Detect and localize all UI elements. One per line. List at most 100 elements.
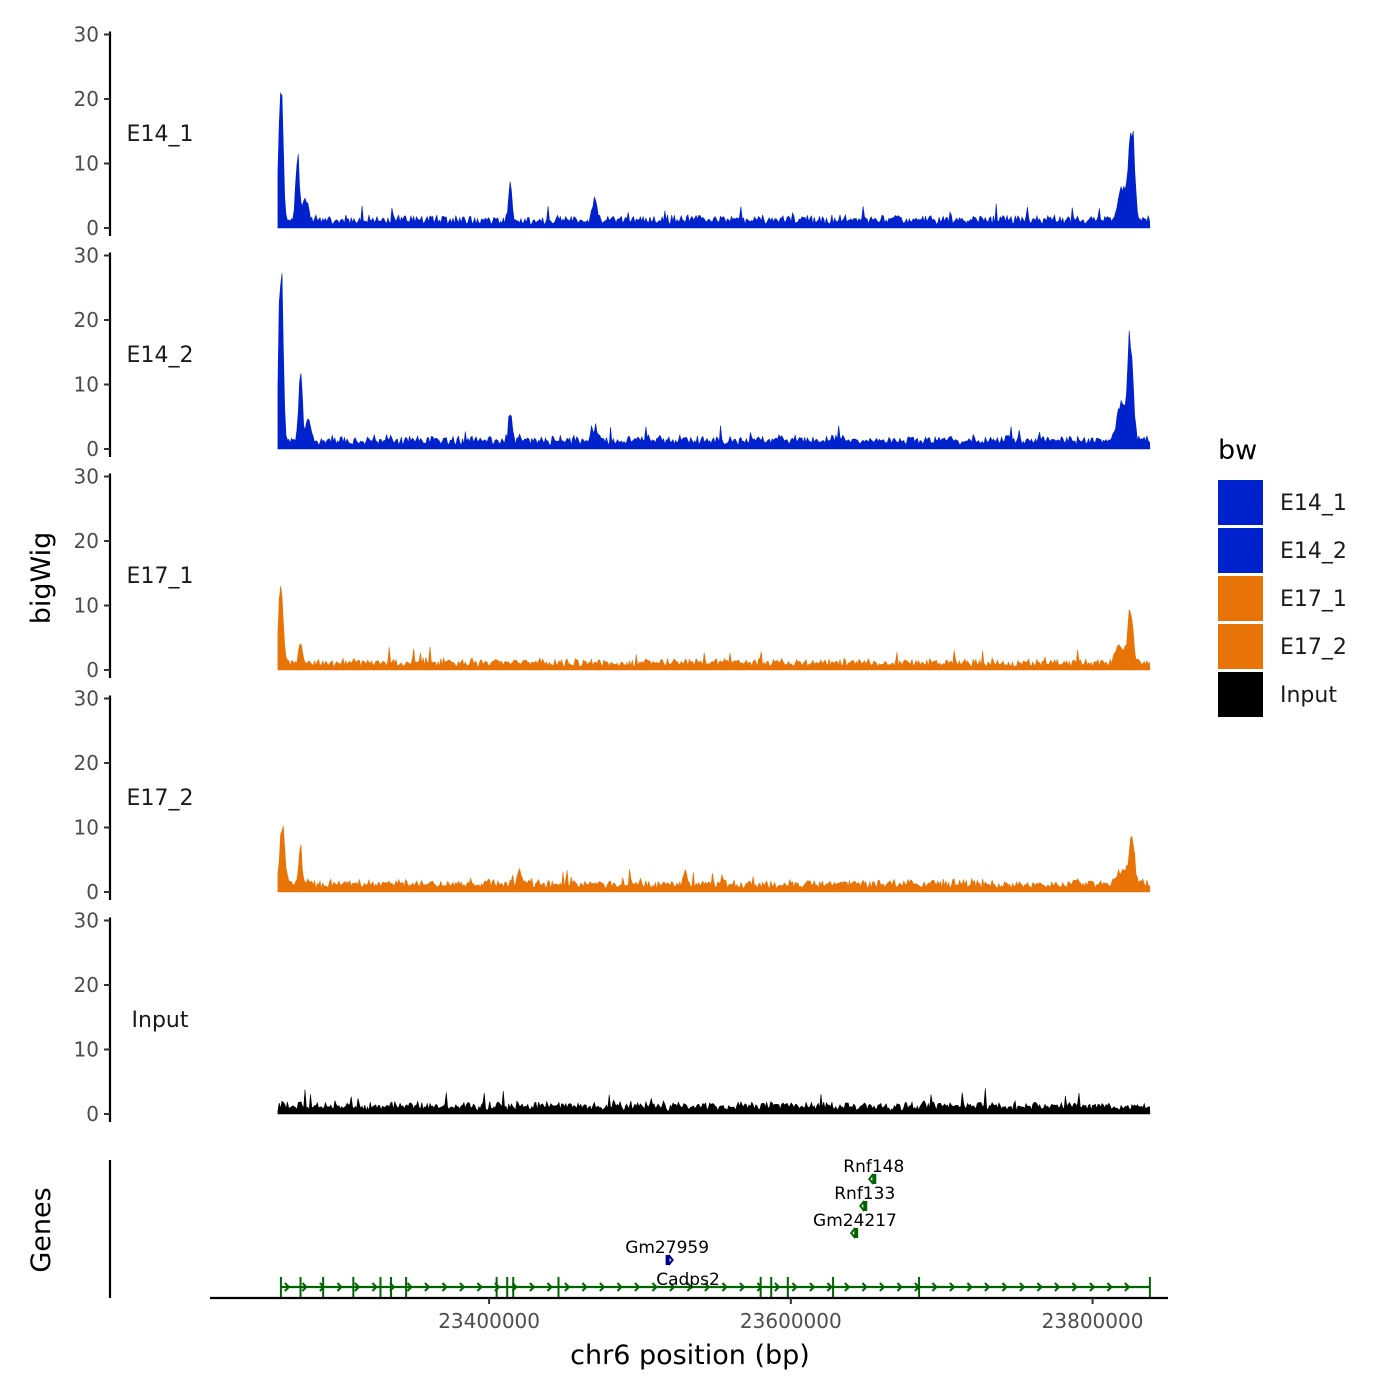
strand-arrow-Cadps2 — [599, 1282, 606, 1292]
strand-arrow-Cadps2 — [634, 1282, 641, 1292]
strand-arrow-Gm27959 — [667, 1254, 674, 1266]
track-label-Input: Input — [132, 1008, 189, 1033]
strand-arrow-Cadps2 — [511, 1282, 518, 1292]
strand-arrow-Cadps2 — [809, 1282, 816, 1292]
strand-arrow-Cadps2 — [791, 1282, 798, 1292]
strand-arrow-Cadps2 — [389, 1282, 396, 1292]
track-E17_2: 0 10 20 30 E17_2 — [74, 687, 1151, 904]
gene-label-Cadps2: Cadps2 — [656, 1270, 720, 1290]
x-tick-label-23800000: 23800000 — [1042, 1309, 1144, 1333]
signal-area-E17_2 — [277, 825, 1151, 893]
strand-arrow-Cadps2 — [476, 1282, 483, 1292]
strand-arrow-Cadps2 — [651, 1282, 658, 1292]
legend-label-Input: Input — [1280, 683, 1337, 708]
y-tick-label-E14_1-10: 10 — [74, 152, 99, 176]
strand-arrow-Cadps2 — [1124, 1282, 1131, 1292]
strand-arrow-Cadps2 — [704, 1282, 711, 1292]
y-tick-label-E17_2-10: 10 — [74, 816, 99, 840]
strand-arrow-Cadps2 — [284, 1282, 291, 1292]
strand-arrow-Cadps2 — [354, 1282, 361, 1292]
legend-label-E14_1: E14_1 — [1280, 491, 1347, 516]
signal-area-E17_1 — [277, 586, 1151, 671]
x-axis-title: chr6 position (bp) — [570, 1340, 810, 1371]
gene-label-Gm24217: Gm24217 — [813, 1211, 897, 1231]
strand-arrow-Cadps2 — [581, 1282, 588, 1292]
strand-arrow-Cadps2 — [669, 1282, 676, 1292]
strand-arrow-Cadps2 — [616, 1282, 623, 1292]
legend-swatch-E14_1 — [1218, 480, 1263, 525]
strand-arrow-Cadps2 — [546, 1282, 553, 1292]
strand-arrow-Cadps2 — [1089, 1282, 1096, 1292]
y-tick-label-E14_2-10: 10 — [74, 373, 99, 397]
gene-Rnf148: Rnf148 — [843, 1157, 904, 1185]
strand-arrow-Cadps2 — [966, 1282, 973, 1292]
signal-area-Input — [277, 1088, 1151, 1115]
y-tick-label-E14_1-20: 20 — [74, 87, 99, 111]
strand-arrow-Cadps2 — [1001, 1282, 1008, 1292]
y-tick-label-E17_2-30: 30 — [74, 687, 99, 711]
track-label-E14_2: E14_2 — [127, 343, 194, 368]
strand-arrow-Cadps2 — [721, 1282, 728, 1292]
legend-swatch-E17_2 — [1218, 624, 1263, 669]
strand-arrow-Cadps2 — [949, 1282, 956, 1292]
legend-title: bw — [1218, 435, 1257, 466]
track-E14_2: 0 10 20 30 E14_2 — [74, 244, 1151, 461]
strand-arrow-Cadps2 — [1019, 1282, 1026, 1292]
signal-area-E14_2 — [277, 273, 1151, 450]
y-tick-label-E17_2-20: 20 — [74, 751, 99, 775]
gene-Gm24217: Gm24217 — [813, 1211, 897, 1239]
strand-arrow-Rnf133 — [858, 1200, 866, 1212]
x-tick-label-23400000: 23400000 — [438, 1309, 540, 1333]
gene-Rnf133: Rnf133 — [834, 1184, 895, 1212]
strand-arrow-Cadps2 — [879, 1282, 886, 1292]
strand-arrow-Cadps2 — [896, 1282, 903, 1292]
strand-arrow-Cadps2 — [406, 1282, 413, 1292]
track-Input: 0 10 20 30 Input — [74, 909, 1151, 1126]
y-tick-label-E14_1-0: 0 — [86, 216, 99, 240]
y-tick-label-Input-0: 0 — [86, 1102, 99, 1126]
signal-tracks: 0 10 20 30 E14_1 0 10 20 30 E14_2 0 10 20 30 E17_1 0 10 2… — [74, 23, 1151, 1126]
track-label-E14_1: E14_1 — [127, 122, 194, 147]
y-tick-label-E14_2-30: 30 — [74, 244, 99, 268]
strand-arrow-Cadps2 — [826, 1282, 833, 1292]
legend: bw E14_1 E14_2 E17_1 E17_2 Input — [1218, 435, 1347, 717]
genes-track: Rnf148 Rnf133 Gm24217 Gm27959 Cadps2 — [108, 1157, 1151, 1298]
legend-swatch-E17_1 — [1218, 576, 1263, 621]
strand-arrow-Cadps2 — [984, 1282, 991, 1292]
strand-arrow-Cadps2 — [861, 1282, 868, 1292]
strand-arrow-Cadps2 — [774, 1282, 781, 1292]
y-tick-label-Input-10: 10 — [74, 1038, 99, 1062]
legend-label-E14_2: E14_2 — [1280, 539, 1347, 564]
strand-arrow-Cadps2 — [494, 1282, 501, 1292]
gene-label-Gm27959: Gm27959 — [625, 1238, 709, 1258]
strand-arrow-Cadps2 — [1054, 1282, 1061, 1292]
y-tick-label-E17_1-0: 0 — [86, 658, 99, 682]
gene-label-Rnf133: Rnf133 — [834, 1184, 895, 1204]
strand-arrow-Cadps2 — [1106, 1282, 1113, 1292]
gene-body-Rnf148 — [872, 1174, 877, 1184]
y-tick-label-Input-20: 20 — [74, 973, 99, 997]
gene-body-Gm24217 — [854, 1228, 859, 1238]
strand-arrow-Cadps2 — [686, 1282, 693, 1292]
strand-arrow-Cadps2 — [931, 1282, 938, 1292]
strand-arrow-Cadps2 — [844, 1282, 851, 1292]
strand-arrow-Cadps2 — [301, 1282, 308, 1292]
strand-arrow-Cadps2 — [914, 1282, 921, 1292]
strand-arrow-Cadps2 — [336, 1282, 343, 1292]
gene-label-Rnf148: Rnf148 — [843, 1157, 904, 1177]
track-label-E17_1: E17_1 — [127, 564, 194, 589]
strand-arrow-Cadps2 — [529, 1282, 536, 1292]
track-label-E17_2: E17_2 — [127, 786, 194, 811]
legend-label-E17_1: E17_1 — [1280, 587, 1347, 612]
y-tick-label-E14_2-20: 20 — [74, 308, 99, 332]
gene-Gm27959: Gm27959 — [625, 1238, 709, 1266]
strand-arrow-Rnf148 — [868, 1173, 875, 1185]
strand-arrow-Cadps2 — [441, 1282, 448, 1292]
signal-area-E14_1 — [277, 92, 1151, 229]
strand-arrow-Cadps2 — [459, 1282, 466, 1292]
strand-arrow-Cadps2 — [756, 1282, 763, 1292]
gene-body-Gm27959 — [665, 1255, 670, 1265]
y-tick-label-E17_2-0: 0 — [86, 880, 99, 904]
strand-arrow-Cadps2 — [1036, 1282, 1043, 1292]
